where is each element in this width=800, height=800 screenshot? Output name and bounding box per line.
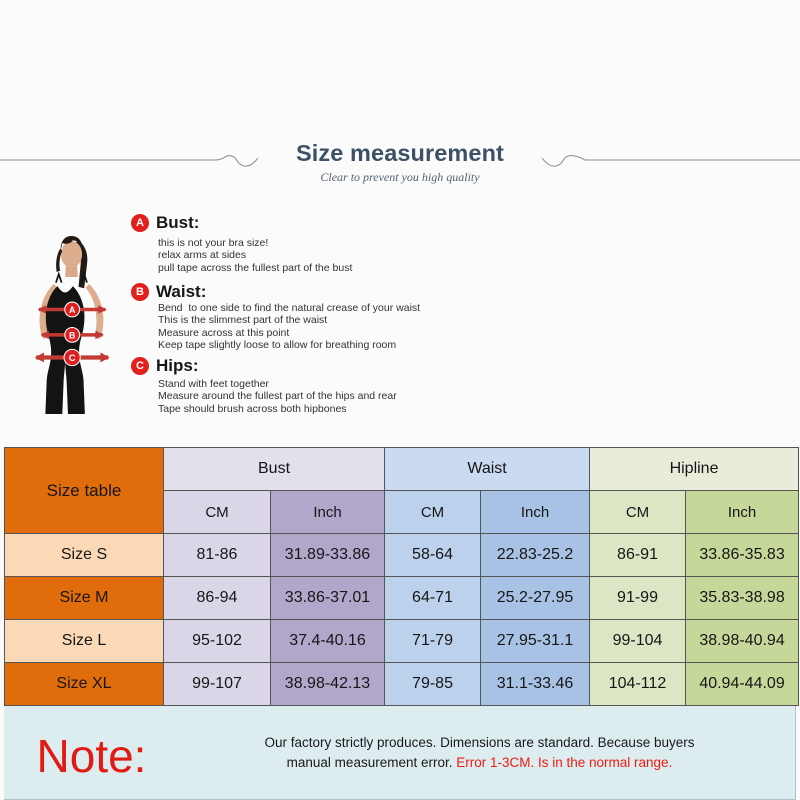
svg-text:B: B: [69, 330, 75, 340]
svg-text:C: C: [69, 353, 76, 364]
svg-text:A: A: [69, 305, 76, 315]
